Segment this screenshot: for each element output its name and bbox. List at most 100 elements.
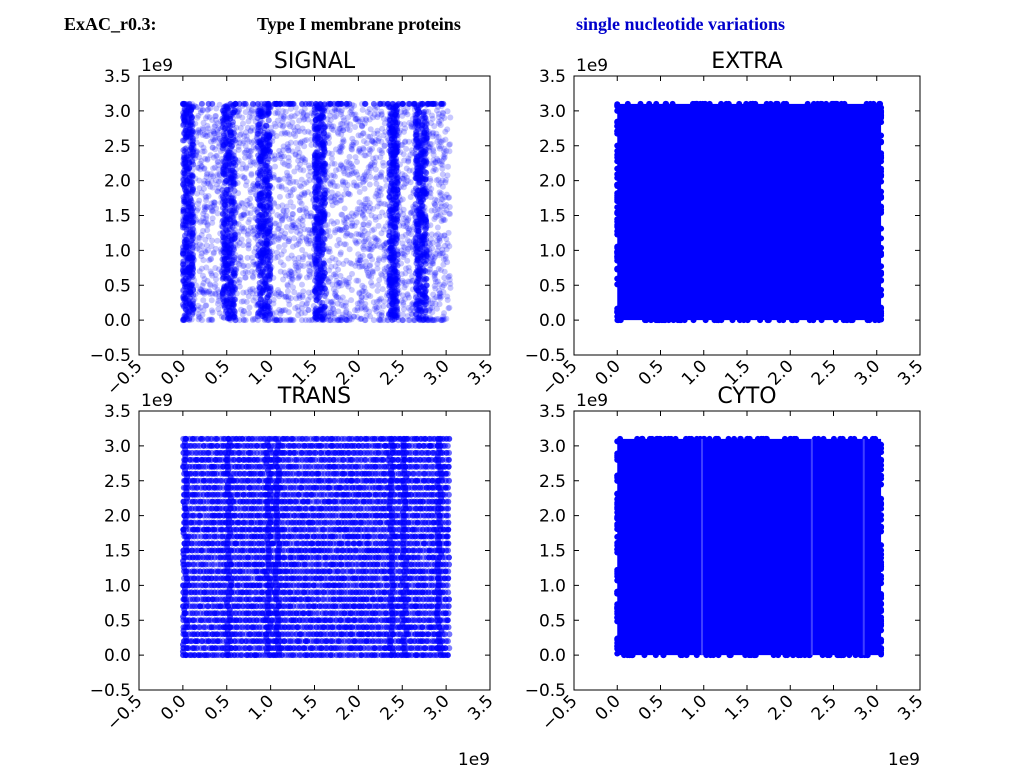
point [368,274,375,281]
point [290,222,297,229]
point [265,110,272,117]
point [198,287,205,294]
point [419,290,426,297]
point [225,191,232,198]
point [374,287,381,294]
point [226,186,233,193]
point [285,121,292,128]
point [438,138,445,145]
point [376,185,383,192]
point [306,237,313,244]
point [367,262,374,269]
point [259,131,266,138]
point [375,304,382,311]
point [277,310,284,317]
point [407,244,414,251]
point [295,223,302,230]
point [249,268,256,275]
point [285,179,292,186]
point [203,194,210,201]
point [231,137,238,144]
point [324,222,331,229]
point [256,260,263,267]
point [189,159,196,166]
point [438,117,445,124]
point [359,252,366,259]
point [345,190,352,197]
point [316,176,323,183]
point [265,117,272,124]
data-points [179,100,454,324]
point [230,194,237,201]
point [359,211,366,218]
point [310,265,317,272]
point [196,185,203,192]
point [388,197,395,204]
point [219,145,226,152]
point [226,290,233,297]
point [251,206,258,213]
point [416,281,423,288]
point [247,128,254,135]
point [321,195,328,202]
point [239,224,246,231]
point [267,265,274,272]
point [362,173,369,180]
point [316,201,323,208]
point [288,227,295,234]
point [400,211,407,218]
point [402,282,409,289]
point [204,222,211,229]
point [417,184,424,191]
point [180,208,187,215]
point [205,125,212,132]
point [358,209,365,216]
point [303,301,310,308]
point [309,289,316,296]
point [321,316,328,323]
point [394,248,401,255]
point [391,288,398,295]
point [351,182,358,189]
point [204,247,211,254]
point [246,304,253,311]
point [275,225,282,232]
point [284,288,291,295]
point [393,236,400,243]
point [367,161,374,168]
point [260,129,267,136]
point [203,212,210,219]
point [300,213,307,220]
point [331,290,338,297]
point [418,314,425,321]
point [200,287,207,294]
point [312,187,319,194]
point [372,136,379,143]
point [413,221,420,228]
point [291,168,298,175]
point [387,168,394,175]
point [235,190,242,197]
point [219,313,226,320]
point [227,255,234,262]
point [388,168,395,175]
point [247,153,254,160]
point [321,171,328,178]
point [236,276,243,283]
point [306,253,313,260]
point [313,169,320,176]
point [322,290,329,297]
point [232,209,239,216]
point [180,176,187,183]
point [345,283,352,290]
point [360,246,367,253]
point [393,183,400,190]
point [400,206,407,213]
point [189,157,196,164]
point [359,282,366,289]
point [225,194,232,201]
point [315,124,322,131]
point [299,292,306,299]
point [394,199,401,206]
point [290,219,297,226]
